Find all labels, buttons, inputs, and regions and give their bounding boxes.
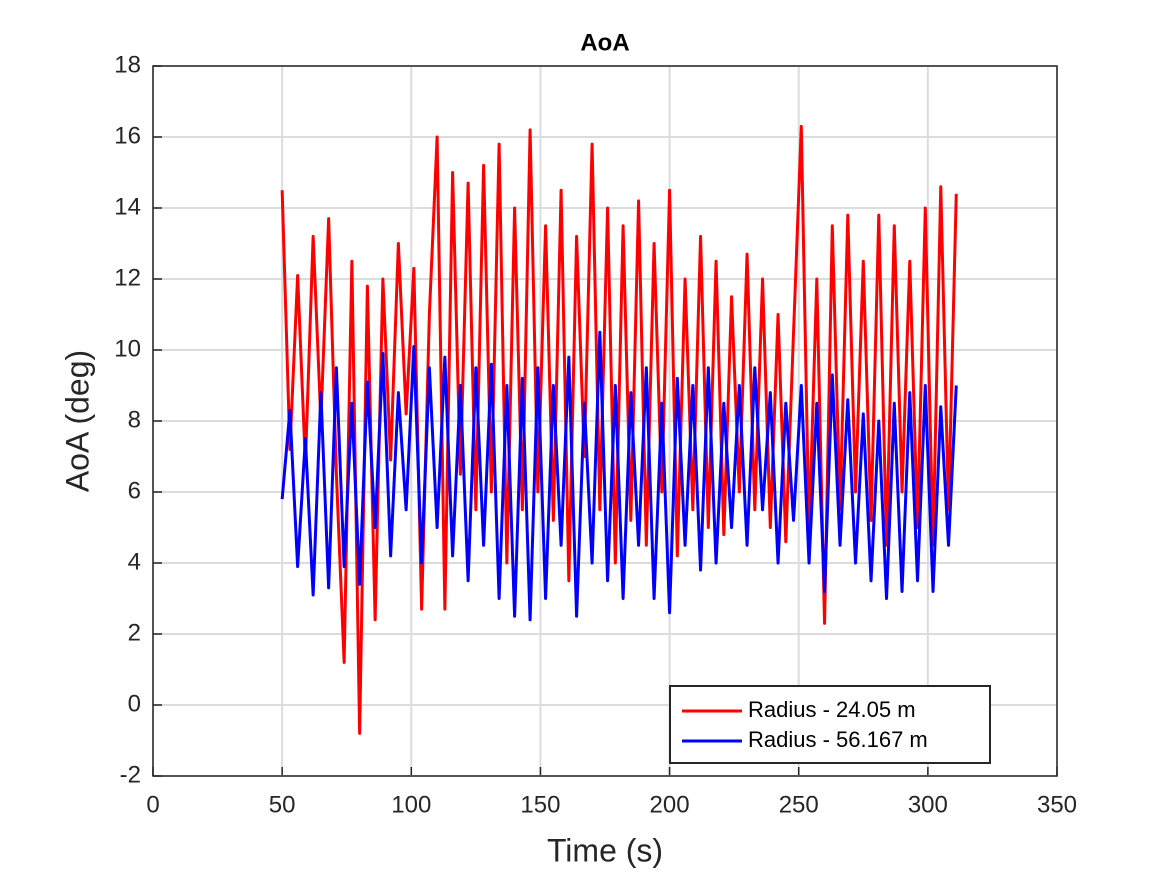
x-tick-label: 0 <box>146 791 159 818</box>
y-tick-label: 8 <box>128 406 141 433</box>
data-line <box>280 330 958 622</box>
y-tick-label: 6 <box>128 477 141 504</box>
y-tick-label: 12 <box>114 264 141 291</box>
x-tick-label: 300 <box>908 791 948 818</box>
y-tick-label: 10 <box>114 335 141 362</box>
x-tick-label: 350 <box>1037 791 1077 818</box>
y-tick-label: 14 <box>114 193 141 220</box>
x-tick-label: 100 <box>391 791 431 818</box>
x-tick-label: 200 <box>650 791 690 818</box>
y-tick-label: 4 <box>128 548 141 575</box>
chart-title: AoA <box>580 29 629 56</box>
legend-box <box>669 685 991 764</box>
y-axis-label: AoA (deg) <box>59 350 95 492</box>
y-tick-label: 2 <box>128 619 141 646</box>
y-tick-label: 16 <box>114 122 141 149</box>
x-tick-label: 150 <box>520 791 560 818</box>
x-axis-label: Time (s) <box>547 832 663 868</box>
y-tick-label: -2 <box>120 761 141 788</box>
x-tick-label: 50 <box>269 791 296 818</box>
legend-label: Radius - 56.167 m <box>748 727 928 752</box>
x-tick-label: 250 <box>779 791 819 818</box>
y-tick-label: 18 <box>114 51 141 78</box>
plot-frame <box>152 65 1058 777</box>
data-line <box>280 124 958 735</box>
legend-label: Radius - 24.05 m <box>748 697 916 722</box>
y-tick-label: 0 <box>128 690 141 717</box>
